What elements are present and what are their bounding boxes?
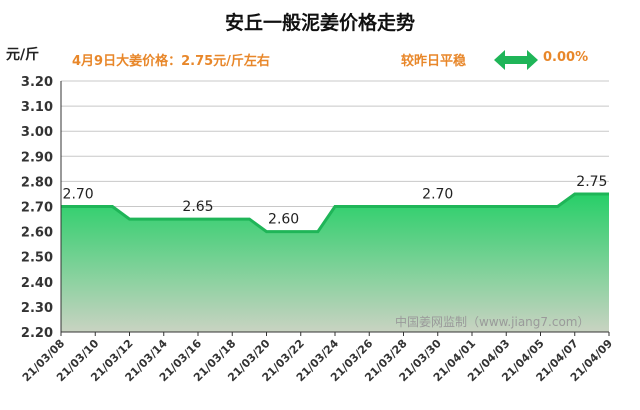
data-labels: 2.70 2.65 2.60 2.70 2.75	[63, 174, 608, 228]
y-tick-label: 2.80	[21, 175, 53, 190]
price-area	[61, 194, 609, 332]
y-axis-unit-label: 元/斤	[6, 47, 40, 63]
y-tick-label: 3.00	[21, 125, 53, 140]
double-arrow-icon	[494, 50, 538, 70]
y-tick-label: 3.20	[21, 75, 53, 90]
y-tick-label: 2.90	[21, 150, 53, 165]
price-note: 4月9日大姜价格：2.75元/斤左右	[72, 54, 270, 69]
chart-title: 安丘一般泥姜价格走势	[224, 12, 415, 34]
watermark: 中国姜网监制（www.jiang7.com）	[395, 314, 589, 329]
data-label: 2.70	[63, 187, 94, 203]
y-tick-label: 3.10	[21, 100, 53, 115]
compare-text: 较昨日平稳	[401, 54, 467, 69]
data-label: 2.75	[576, 174, 607, 190]
data-label: 2.70	[422, 187, 453, 203]
y-tick-label: 2.50	[21, 251, 53, 266]
y-tick-label: 2.30	[21, 301, 53, 316]
y-tick-label: 2.70	[21, 201, 53, 216]
y-tick-label: 2.40	[21, 276, 53, 291]
y-tick-label: 2.60	[21, 226, 53, 241]
axes: 3.20 3.10 3.00 2.90 2.80 2.70 2.60 2.50 2.40 2.30…	[20, 75, 615, 384]
price-line	[61, 192, 609, 234]
data-label: 2.65	[182, 199, 213, 215]
data-label: 2.60	[268, 212, 299, 228]
y-tick-label: 2.20	[21, 326, 53, 341]
change-value: 0.00%	[543, 50, 589, 65]
